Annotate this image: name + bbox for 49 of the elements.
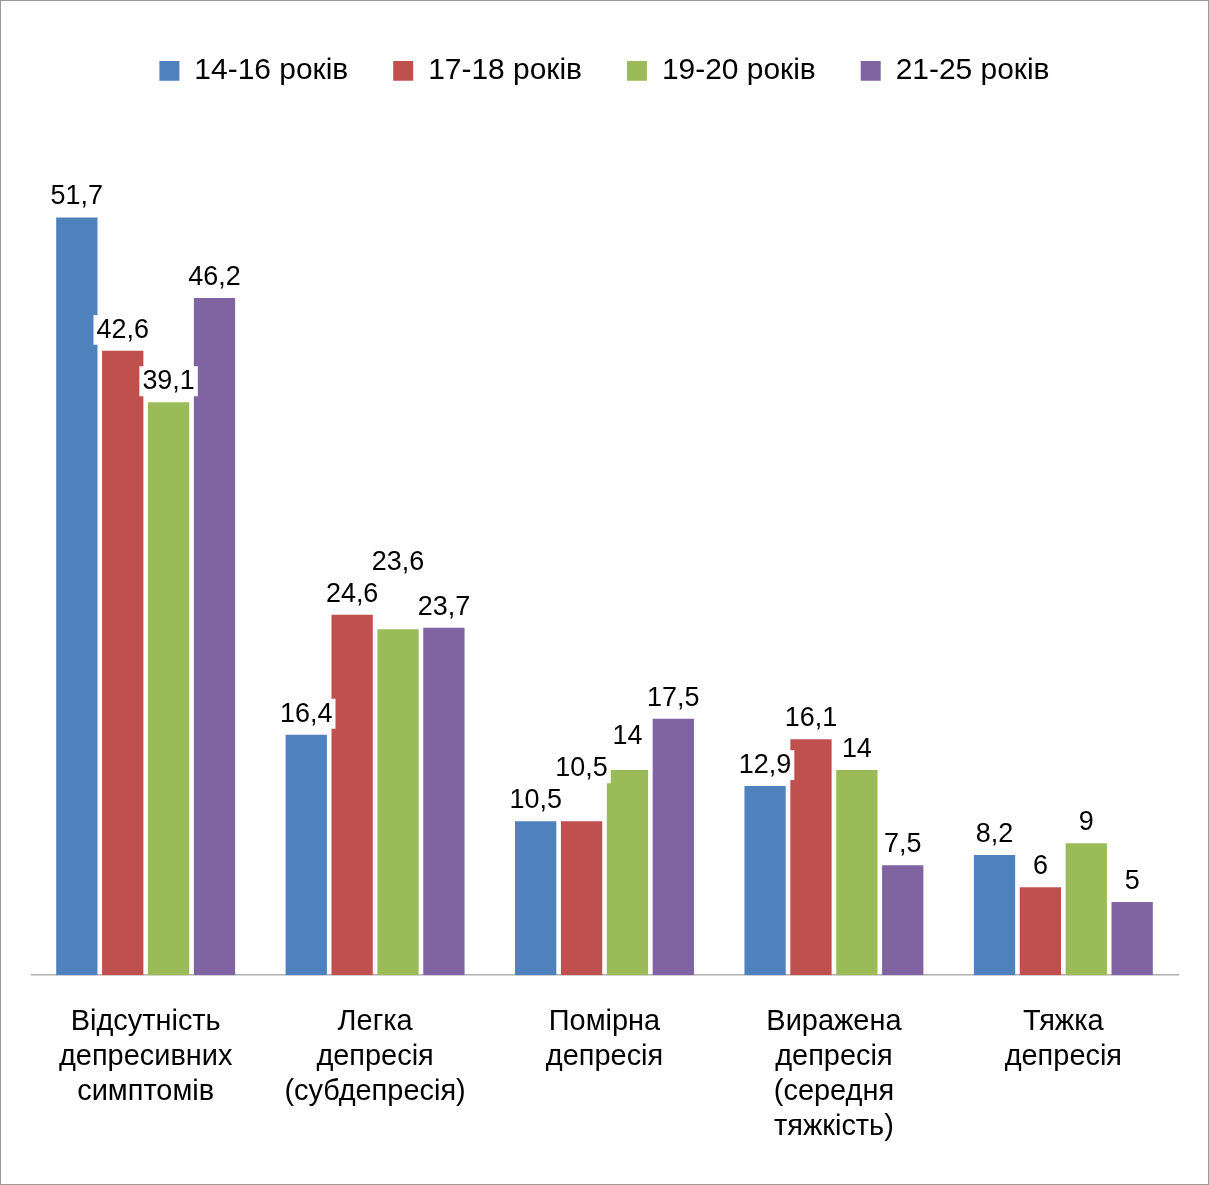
bar xyxy=(836,769,878,976)
bar xyxy=(1111,901,1153,976)
legend-label: 14-16 років xyxy=(194,52,349,86)
data-label: 16,1 xyxy=(784,702,838,733)
bar xyxy=(147,402,190,976)
legend-label: 19-20 років xyxy=(661,52,816,86)
data-label: 51,7 xyxy=(50,180,104,211)
legend-label: 17-18 років xyxy=(428,52,582,86)
bar xyxy=(56,217,98,976)
legend-label: 21-25 років xyxy=(895,52,1050,86)
data-label: 10,5 xyxy=(555,752,608,783)
data-label: 10,5 xyxy=(509,784,562,815)
bar xyxy=(102,350,144,976)
bar xyxy=(606,769,649,976)
data-label: 5 xyxy=(1124,864,1140,895)
x-tick-label: Легка депресія (субдепресія) xyxy=(284,1004,466,1106)
data-label: 17,5 xyxy=(647,681,700,712)
data-label: 23,6 xyxy=(371,545,425,576)
x-tick-label: Відсутність депресивних симптомів xyxy=(58,1004,233,1106)
bar xyxy=(515,821,557,976)
bar xyxy=(973,854,1016,976)
data-label: 14 xyxy=(612,720,643,751)
bar xyxy=(285,734,327,976)
bar xyxy=(377,629,419,976)
data-label: 46,2 xyxy=(188,261,241,292)
bar xyxy=(1019,887,1062,976)
data-label: 24,6 xyxy=(325,577,379,608)
data-label: 12,9 xyxy=(738,749,792,780)
x-tick-label: Помірна депресія xyxy=(545,1004,664,1072)
data-label: 9 xyxy=(1078,806,1094,837)
bar xyxy=(652,718,694,976)
bar xyxy=(331,614,373,976)
data-label: 7,5 xyxy=(884,828,922,859)
data-label: 39,1 xyxy=(142,365,195,396)
bar xyxy=(1065,843,1107,976)
bar xyxy=(744,786,786,976)
bar xyxy=(790,739,832,976)
data-label: 6 xyxy=(1032,850,1048,881)
bar xyxy=(882,865,924,976)
data-label: 14 xyxy=(841,732,872,763)
data-label: 42,6 xyxy=(96,313,149,344)
x-tick-label: Тяжка депресія xyxy=(1004,1004,1123,1072)
bar xyxy=(423,627,465,976)
data-label: 8,2 xyxy=(975,817,1014,848)
x-tick-label: Виражена депресія (середня тяжкість) xyxy=(766,1004,903,1141)
data-label: 16,4 xyxy=(280,697,333,728)
data-label: 23,7 xyxy=(417,590,471,621)
bar xyxy=(560,821,603,976)
bar xyxy=(193,298,236,976)
